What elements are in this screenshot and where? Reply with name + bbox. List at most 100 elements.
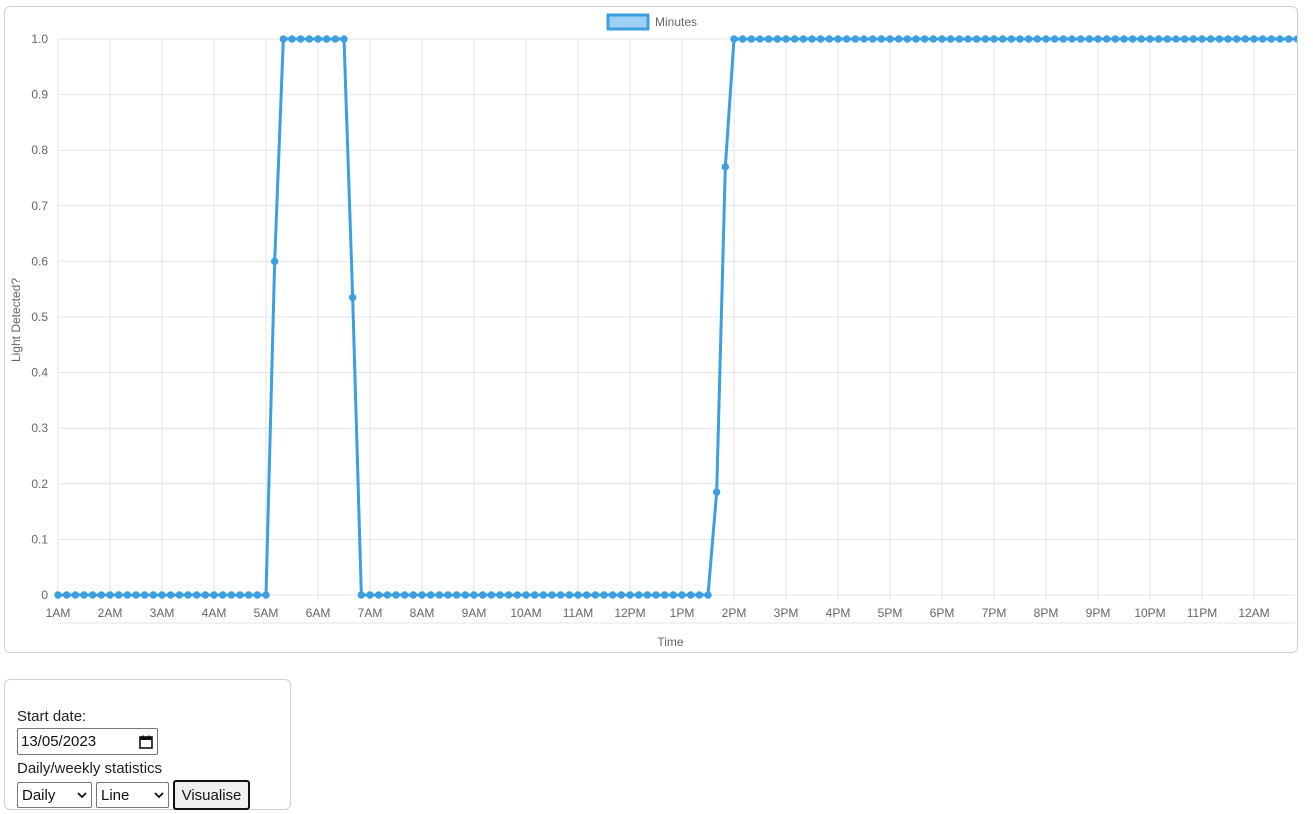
legend-swatch [606, 13, 650, 31]
data-point [123, 591, 132, 599]
data-point [504, 591, 513, 599]
period-select[interactable]: Daily [17, 782, 92, 808]
x-tick-label: 11PM [1187, 606, 1217, 620]
data-point [912, 35, 920, 43]
data-point [1267, 35, 1276, 43]
data-point [1137, 35, 1146, 43]
data-point [764, 35, 773, 43]
data-point [80, 591, 88, 599]
data-point [643, 591, 652, 599]
data-point [1172, 35, 1180, 43]
data-point [392, 591, 400, 599]
data-point [556, 591, 565, 599]
data-point [842, 35, 851, 43]
data-point [565, 591, 574, 599]
data-point [998, 35, 1007, 43]
data-point [210, 591, 218, 599]
data-point [305, 35, 314, 43]
visualise-button[interactable]: Visualise [173, 780, 250, 810]
data-point [808, 35, 816, 43]
data-point [1198, 35, 1206, 43]
data-point [1206, 35, 1215, 43]
data-point [634, 591, 643, 599]
data-point [114, 591, 123, 599]
data-point [678, 591, 686, 599]
data-point [799, 35, 808, 43]
data-point [1189, 35, 1198, 43]
controls-panel: Start date: 13/05/2023 Daily/weekly stat… [4, 679, 291, 810]
data-point [296, 35, 305, 43]
data-point [279, 35, 288, 43]
data-point [1241, 35, 1250, 43]
data-point [756, 35, 764, 43]
legend-label: Minutes [655, 15, 697, 29]
data-point [1180, 35, 1189, 43]
chart-type-select[interactable]: Line [96, 782, 169, 808]
data-point [894, 35, 903, 43]
x-tick-label: 3PM [774, 606, 799, 620]
data-point [816, 35, 825, 43]
data-point [1250, 35, 1258, 43]
data-point [591, 591, 600, 599]
data-point [244, 591, 253, 599]
data-point [331, 35, 340, 43]
data-point [1102, 35, 1111, 43]
data-point [582, 591, 591, 599]
x-tick-label: 8AM [410, 606, 435, 620]
y-tick-label: 1.0 [31, 32, 48, 46]
x-tick-label: 6AM [306, 606, 331, 620]
data-point [738, 35, 747, 43]
data-point [1258, 35, 1267, 43]
data-point [721, 163, 730, 171]
light-detected-line-chart: 0 0.1 0.2 0.3 0.4 0.5 0.6 0.7 0.8 0.9 1.0 1AM 2AM 3AM… [9, 13, 1297, 649]
x-tick-label: 3AM [150, 606, 175, 620]
y-tick-label: 0.3 [31, 421, 48, 435]
data-point [218, 591, 227, 599]
x-tick-label: 8PM [1034, 606, 1059, 620]
data-point [1284, 35, 1293, 43]
data-point [617, 591, 626, 599]
data-point [686, 591, 695, 599]
y-tick-label: 0.6 [31, 254, 48, 268]
start-date-label: Start date: [17, 708, 87, 725]
data-point [600, 591, 608, 599]
data-point [1033, 35, 1042, 43]
data-point [383, 591, 392, 599]
data-point [626, 591, 634, 599]
calendar-icon[interactable] [139, 735, 153, 749]
data-point [1276, 35, 1284, 43]
x-tick-label: 2AM [98, 606, 123, 620]
data-point [608, 591, 617, 599]
data-point [825, 35, 834, 43]
data-point [1293, 35, 1297, 43]
data-point [348, 293, 357, 302]
data-point [166, 591, 175, 599]
x-tick-label: 4AM [202, 606, 227, 620]
data-point [782, 35, 790, 43]
data-point [652, 591, 660, 599]
y-tick-label: 0 [41, 588, 48, 602]
x-axis-title: Time [657, 635, 684, 649]
data-point [1085, 35, 1094, 43]
data-point [574, 591, 582, 599]
data-point [522, 591, 530, 599]
data-point [175, 591, 184, 599]
data-point [773, 35, 782, 43]
data-point [262, 591, 270, 599]
data-point [149, 591, 158, 599]
chart-card: 0 0.1 0.2 0.3 0.4 0.5 0.6 0.7 0.8 0.9 1.0 1AM 2AM 3AM… [4, 6, 1298, 653]
data-point [1024, 35, 1033, 43]
x-tick-label: 5PM [878, 606, 903, 620]
x-tick-label: 4PM [826, 606, 851, 620]
x-tick-label: 9AM [462, 606, 487, 620]
y-tick-label: 0.4 [31, 366, 48, 380]
data-point [834, 35, 842, 43]
data-point [409, 591, 418, 599]
start-date-input[interactable]: 13/05/2023 [17, 728, 158, 755]
data-point [496, 591, 504, 599]
data-point [71, 591, 80, 599]
data-point [1146, 35, 1154, 43]
x-tick-label: 5AM [254, 606, 279, 620]
chart-type-select-value: Line [101, 786, 130, 804]
data-point [444, 591, 452, 599]
